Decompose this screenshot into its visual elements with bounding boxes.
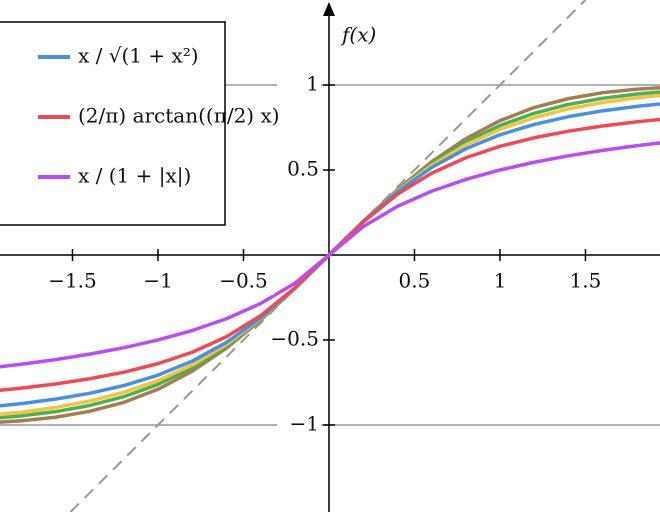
- tick-label-bg: [276, 72, 321, 97]
- x-tick-label: 1: [494, 268, 507, 292]
- x-tick-label: −1: [143, 268, 172, 292]
- legend-label: (2/π) arctan((π/2) x): [78, 104, 280, 128]
- tick-label-bg: [384, 268, 445, 295]
- tick-label-bg: [276, 412, 321, 437]
- x-tick-label: −1.5: [48, 268, 97, 292]
- tick-label-bg: [276, 327, 321, 352]
- y-tick-label: 1: [306, 71, 319, 95]
- y-tick-label: −0.5: [270, 326, 319, 350]
- legend-label: x / (1 + |x|): [78, 164, 191, 189]
- y-axis-label: f(x): [340, 23, 376, 47]
- x-tick-label: 0.5: [399, 268, 431, 292]
- y-tick-label: −1: [289, 411, 318, 435]
- tick-label-bg: [127, 268, 188, 295]
- tick-label-bg: [213, 268, 274, 295]
- y-tick-label: 0.5: [287, 156, 319, 180]
- y-axis-arrow: [322, 2, 335, 16]
- tick-label-bg: [42, 268, 103, 295]
- tick-label-bg: [469, 268, 530, 295]
- tick-label-bg: [276, 157, 321, 182]
- x-tick-label: 1.5: [570, 268, 602, 292]
- legend-label: x / √(1 + x²): [78, 44, 199, 68]
- x-tick-label: −0.5: [219, 268, 268, 292]
- tick-label-bg: [555, 268, 616, 295]
- series-line: [0, 141, 660, 369]
- legend-box: [0, 21, 226, 226]
